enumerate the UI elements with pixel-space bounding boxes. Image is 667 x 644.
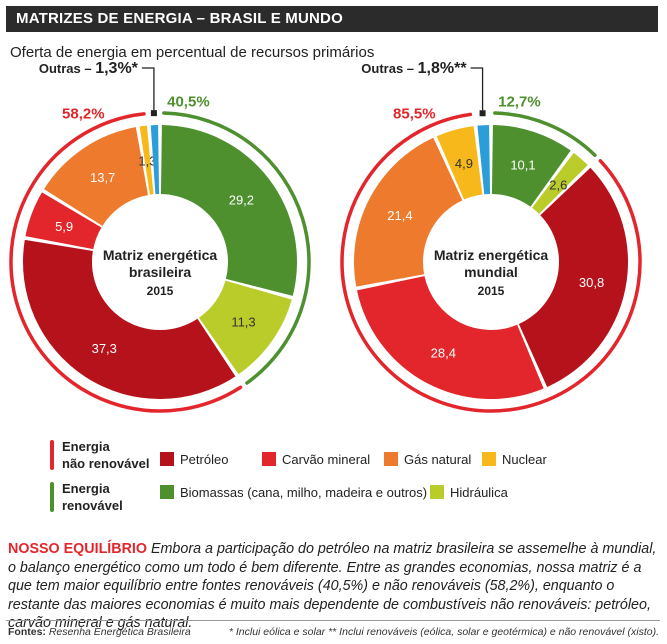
outras-marker-brasil [150, 110, 157, 117]
ring-nonrenewable-mundo [340, 112, 642, 413]
center-line2-brasil: brasileira [129, 264, 191, 280]
note-heading: NOSSO EQUILÍBRIO [8, 541, 148, 557]
renewable-total-mundo: 12,7% [498, 94, 541, 111]
outras-leader-mundo [470, 67, 484, 111]
slice-label-mundo-biomassa: 10,1 [510, 158, 535, 173]
nonrenewable-total-mundo: 85,5% [393, 106, 436, 123]
slice-mundo-carvao [356, 276, 544, 399]
slice-mundo-hidraulica [532, 152, 588, 214]
slice-label-brasil-carvao: 5,9 [55, 219, 73, 234]
slice-label-brasil-biomassa: 29,2 [229, 193, 254, 208]
nonrenewable-total-brasil: 58,2% [62, 106, 105, 123]
chart-title: MATRIZES DE ENERGIA – BRASIL E MUNDO [6, 6, 658, 32]
explanatory-note: NOSSO EQUILÍBRIO Embora a participação d… [8, 540, 660, 633]
slice-brasil-outras [150, 125, 160, 195]
slice-label-mundo-nuclear: 4,9 [455, 156, 473, 171]
slice-label-mundo-gas: 21,4 [387, 208, 412, 223]
center-line2-mundo: mundial [464, 264, 518, 280]
sources-label: Fontes: [8, 626, 46, 638]
outras-label-text-brasil: Outras – [39, 61, 95, 76]
slice-label-mundo-petroleo: 30,8 [579, 275, 604, 290]
footnotes: * Inclui eólica e solar ** Inclui renová… [228, 626, 659, 638]
outras-value-brasil: 1,3%* [95, 60, 138, 77]
chart-subtitle: Oferta de energia em percentual de recur… [10, 44, 375, 61]
ring-renewable-mundo [493, 111, 597, 157]
footer-divider [6, 620, 660, 621]
slice-label-brasil-nuclear: 1,3 [138, 153, 156, 168]
slice-mundo-gas [354, 137, 463, 287]
center-line3-mundo: 2015 [478, 284, 505, 298]
center-line3-brasil: 2015 [147, 284, 174, 298]
renewable-total-brasil: 40,5% [167, 94, 210, 111]
sources: Fontes: Resenha Energética Brasileira [8, 626, 191, 638]
ring-nonrenewable-brasil [9, 112, 243, 413]
slice-brasil-biomassa [160, 125, 298, 296]
slice-label-brasil-gas: 13,7 [90, 170, 115, 185]
slice-label-mundo-carvao: 28,4 [431, 346, 456, 361]
slice-brasil-carvao [25, 192, 102, 250]
donut-charts: 29,2 11,3 37,3 5,9 13,7 1,3 Outras – 1,3%* 40,5… [9, 60, 642, 413]
outras-value-mundo: 1,8%** [418, 60, 468, 77]
slice-brasil-nuclear [139, 125, 154, 195]
slice-brasil-hidraulica [199, 280, 292, 375]
slice-label-brasil-hidraulica: 11,3 [231, 314, 255, 329]
slice-label-brasil-petroleo: 37,3 [92, 341, 117, 356]
outras-label-text-mundo: Outras – [361, 61, 417, 76]
outras-label-mundo: Outras – 1,8%** [361, 60, 467, 77]
ring-renewable-brasil [162, 111, 311, 385]
center-line1-mundo: Matriz energética [434, 247, 549, 263]
sources-value: Resenha Energética Brasileira [45, 626, 191, 638]
outras-marker-mundo [479, 110, 486, 117]
outras-leader-brasil [141, 67, 155, 111]
note-text: Embora a participação do petróleo na mat… [8, 541, 657, 631]
slice-label-mundo-hidraulica: 2,6 [549, 178, 567, 193]
slice-mundo-nuclear [436, 126, 483, 200]
slice-mundo-petroleo [518, 167, 628, 387]
slice-brasil-gas [43, 127, 149, 226]
slice-mundo-biomassa [491, 125, 571, 207]
slice-brasil-petroleo [23, 239, 236, 399]
outras-label-brasil: Outras – 1,3%* [39, 60, 139, 77]
center-line1-brasil: Matriz energética [103, 247, 218, 263]
slice-mundo-outras [477, 125, 491, 195]
